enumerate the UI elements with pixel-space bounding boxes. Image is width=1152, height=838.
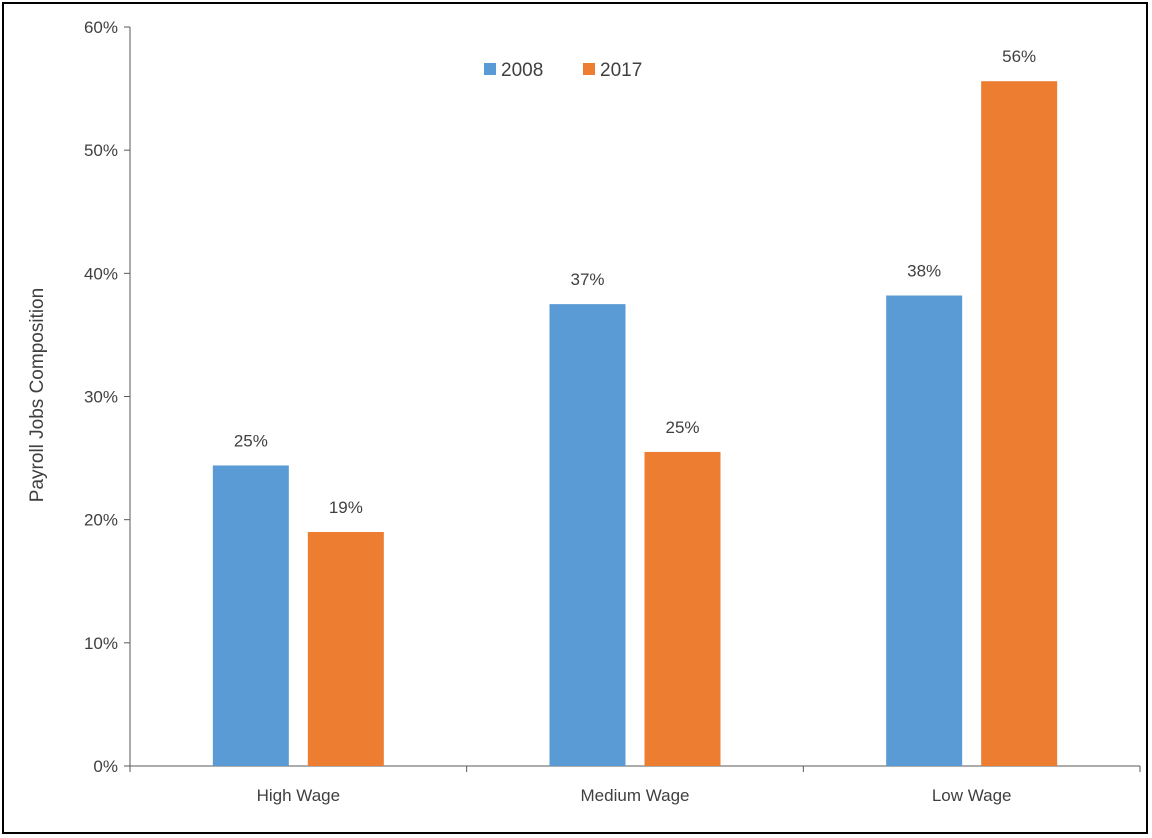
y-axis-title: Payroll Jobs Composition (27, 288, 48, 502)
legend-swatch-2017 (583, 63, 595, 75)
y-tick-label: 40% (84, 264, 118, 283)
bar-2008 (549, 304, 626, 766)
x-tick-label: High Wage (257, 786, 340, 805)
bar-2017 (981, 81, 1058, 766)
y-tick-label: 0% (93, 757, 118, 776)
bar-2017 (307, 531, 384, 766)
data-label-2017: 19% (329, 498, 363, 517)
legend-swatch-2008 (484, 63, 496, 75)
x-axis: High Wage Medium Wage Low Wage (129, 765, 1141, 805)
data-label-2008: 25% (234, 431, 268, 450)
x-tick-label: Low Wage (932, 786, 1012, 805)
y-tick-label: 60% (84, 18, 118, 37)
y-tick-label: 30% (84, 388, 118, 407)
legend-label-2008: 2008 (501, 60, 543, 81)
y-tick-label: 20% (84, 511, 118, 530)
data-label-2008: 37% (570, 270, 604, 289)
y-tick-label: 10% (84, 634, 118, 653)
y-tick-label: 50% (84, 141, 118, 160)
legend: 2008 2017 (484, 60, 642, 81)
y-axis: 0% 10% 20% 30% 40% 50% 60% (84, 18, 131, 776)
bar-2017 (644, 451, 721, 766)
bar-2008 (886, 295, 963, 766)
data-label-2017: 56% (1002, 47, 1036, 66)
bars (212, 81, 1058, 766)
data-label-2008: 38% (907, 262, 941, 281)
legend-label-2017: 2017 (600, 60, 642, 81)
bar-2008 (212, 465, 289, 766)
x-tick-label: Medium Wage (581, 786, 690, 805)
data-label-2017: 25% (665, 418, 699, 437)
data-labels: 25% 37% 38% 19% 25% 56% (234, 47, 1036, 517)
